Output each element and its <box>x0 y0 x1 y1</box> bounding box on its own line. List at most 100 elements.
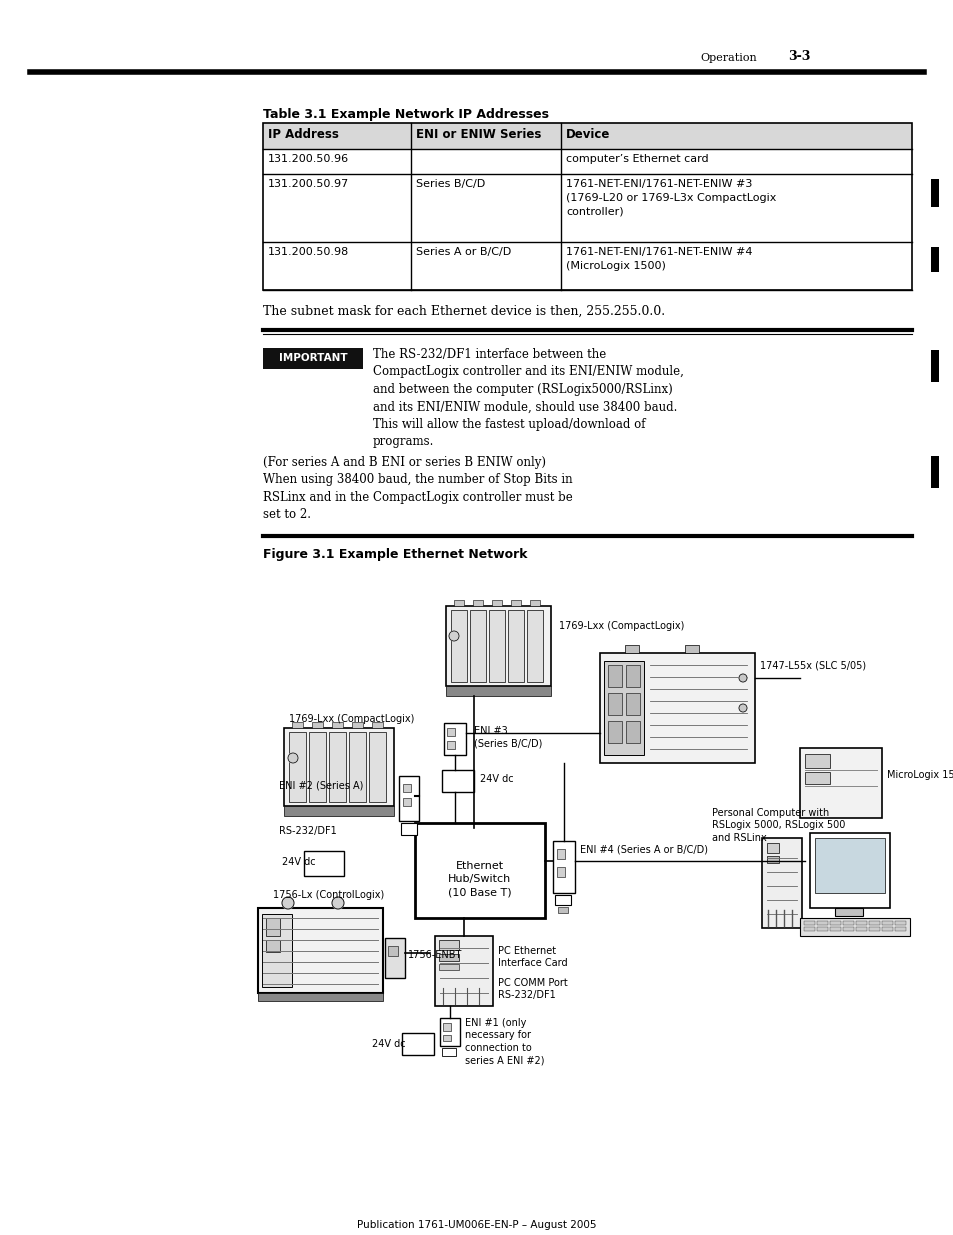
Bar <box>470 610 485 682</box>
Bar <box>930 350 938 382</box>
Text: ENI #4 (Series A or B/C/D): ENI #4 (Series A or B/C/D) <box>579 844 707 853</box>
Bar <box>262 914 292 987</box>
Text: Personal Computer with
RSLogix 5000, RSLogix 500
and RSLinx: Personal Computer with RSLogix 5000, RSL… <box>711 808 844 842</box>
Circle shape <box>332 897 344 909</box>
Text: 1769-Lxx (CompactLogix): 1769-Lxx (CompactLogix) <box>558 621 683 631</box>
Bar <box>332 722 343 727</box>
Bar <box>349 732 366 802</box>
Bar <box>526 610 542 682</box>
Text: (For series A and B ENI or series B ENIW only)
When using 38400 baud, the number: (For series A and B ENI or series B ENIW… <box>263 456 572 521</box>
Bar <box>555 895 571 905</box>
Bar <box>809 832 889 908</box>
Text: RS-232/DF1: RS-232/DF1 <box>278 826 336 836</box>
Text: 3-3: 3-3 <box>787 51 809 63</box>
Text: The RS-232/DF1 interface between the
CompactLogix controller and its ENI/ENIW mo: The RS-232/DF1 interface between the Com… <box>373 348 683 448</box>
Bar <box>766 856 779 863</box>
Bar <box>800 918 909 936</box>
Bar <box>443 722 465 755</box>
Circle shape <box>739 704 746 713</box>
Bar <box>447 727 455 736</box>
Text: PC COMM Port
RS-232/DF1: PC COMM Port RS-232/DF1 <box>497 978 567 1000</box>
Bar <box>388 946 397 956</box>
Bar <box>369 732 386 802</box>
Bar <box>263 124 911 290</box>
Bar <box>312 722 323 727</box>
Bar <box>441 769 474 792</box>
Circle shape <box>739 674 746 682</box>
Bar <box>415 823 544 918</box>
Bar <box>557 848 564 860</box>
Bar <box>439 1018 459 1046</box>
Text: Table 3.1 Example Network IP Addresses: Table 3.1 Example Network IP Addresses <box>263 107 548 121</box>
Bar <box>372 722 382 727</box>
Bar <box>834 908 862 916</box>
Bar <box>553 841 575 893</box>
Bar <box>868 921 879 925</box>
Text: 24V dc: 24V dc <box>372 1039 405 1049</box>
Bar <box>284 727 394 806</box>
Text: 131.200.50.98: 131.200.50.98 <box>268 247 349 257</box>
Text: Figure 3.1 Example Ethernet Network: Figure 3.1 Example Ethernet Network <box>263 548 527 561</box>
Text: 1769-Lxx (CompactLogix): 1769-Lxx (CompactLogix) <box>289 714 414 724</box>
Bar <box>402 798 411 806</box>
Text: 1756-Lx (ControlLogix): 1756-Lx (ControlLogix) <box>273 890 384 900</box>
Bar <box>829 927 841 931</box>
Bar <box>263 348 363 369</box>
Bar <box>930 179 938 207</box>
Bar <box>289 732 306 802</box>
Bar <box>304 851 344 876</box>
Bar <box>761 839 801 927</box>
Bar <box>398 776 418 821</box>
Bar <box>930 247 938 272</box>
Bar <box>829 921 841 925</box>
Bar <box>402 784 411 792</box>
Bar <box>558 906 567 913</box>
Text: 131.200.50.97: 131.200.50.97 <box>268 179 349 189</box>
Text: The subnet mask for each Ethernet device is then, 255.255.0.0.: The subnet mask for each Ethernet device… <box>263 305 664 317</box>
Text: Publication 1761-UM006E-EN-P – August 2005: Publication 1761-UM006E-EN-P – August 20… <box>356 1220 597 1230</box>
Bar <box>607 693 621 715</box>
Text: 1747-L55x (SLC 5/05): 1747-L55x (SLC 5/05) <box>760 661 865 671</box>
Bar <box>309 732 326 802</box>
Bar <box>329 732 346 802</box>
Circle shape <box>282 897 294 909</box>
Text: ENI #3
(Series B/C/D): ENI #3 (Series B/C/D) <box>474 726 542 748</box>
Bar <box>557 867 564 877</box>
Bar <box>625 693 639 715</box>
Bar <box>438 965 458 969</box>
Bar <box>442 1035 451 1041</box>
Bar <box>607 721 621 743</box>
Bar <box>435 936 493 1007</box>
Text: Series A or B/C/D: Series A or B/C/D <box>416 247 511 257</box>
Bar <box>266 940 280 952</box>
Text: 24V dc: 24V dc <box>479 774 513 784</box>
Bar <box>473 600 482 606</box>
Circle shape <box>449 631 458 641</box>
Text: computer’s Ethernet card: computer’s Ethernet card <box>565 154 708 164</box>
Text: PC Ethernet
Interface Card: PC Ethernet Interface Card <box>497 946 567 968</box>
Bar <box>684 645 699 653</box>
Bar <box>800 748 882 818</box>
Text: 1761-NET-ENI/1761-NET-ENIW #4
(MicroLogix 1500): 1761-NET-ENI/1761-NET-ENIW #4 (MicroLogi… <box>565 247 752 270</box>
Bar <box>266 918 280 936</box>
Circle shape <box>288 753 297 763</box>
Bar <box>882 927 892 931</box>
Bar <box>816 921 827 925</box>
Text: 1761-NET-ENI/1761-NET-ENIW #3
(1769-L20 or 1769-L3x CompactLogix
controller): 1761-NET-ENI/1761-NET-ENIW #3 (1769-L20 … <box>565 179 776 216</box>
Text: IMPORTANT: IMPORTANT <box>278 353 347 363</box>
Bar <box>401 1032 434 1055</box>
Bar <box>607 664 621 687</box>
Bar <box>451 610 467 682</box>
Bar <box>489 610 504 682</box>
Bar <box>263 124 911 149</box>
Bar <box>441 1049 456 1056</box>
Bar <box>804 772 829 784</box>
Text: 24V dc: 24V dc <box>282 857 315 867</box>
Bar <box>507 610 523 682</box>
Text: ENI #2 (Series A): ENI #2 (Series A) <box>278 781 363 790</box>
Text: Operation: Operation <box>700 53 756 63</box>
Bar <box>894 921 905 925</box>
Bar <box>442 1023 451 1031</box>
Bar <box>803 921 814 925</box>
Bar <box>511 600 520 606</box>
